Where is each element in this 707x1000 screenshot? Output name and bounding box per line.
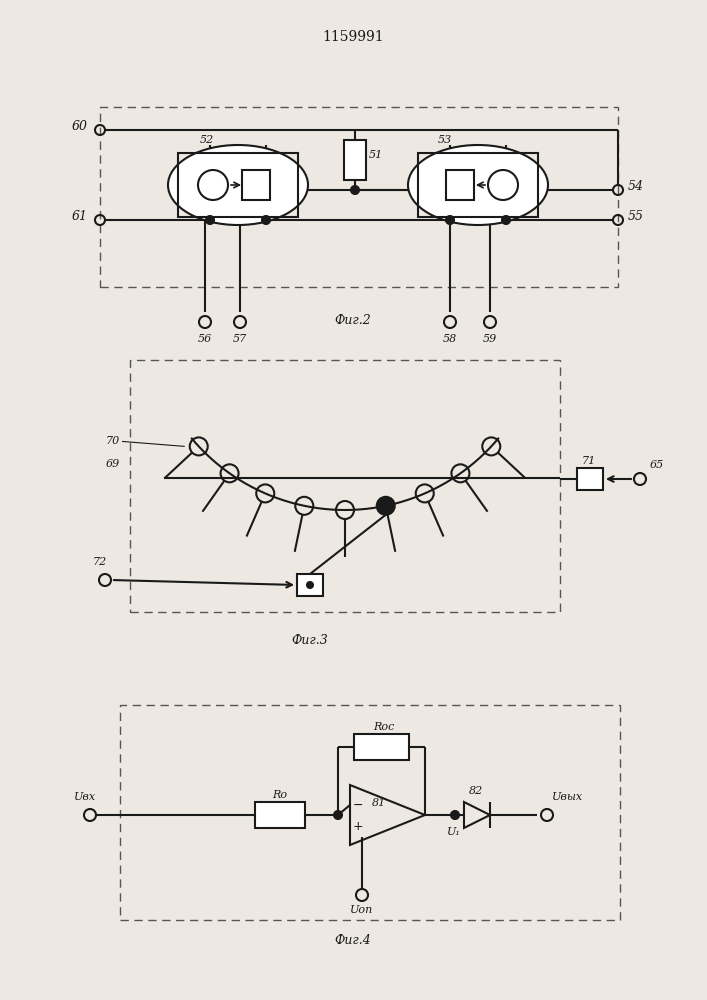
Text: 82: 82 [469,786,484,796]
Bar [255,802,305,828]
Circle shape [334,811,342,819]
Text: 65: 65 [650,460,665,470]
Text: Фиг.4: Фиг.4 [334,934,371,946]
Text: 54: 54 [628,180,644,194]
Text: Uвх: Uвх [74,792,96,802]
Text: +: + [353,820,363,834]
Bar [242,170,270,200]
Bar [446,170,474,200]
Bar [130,360,560,612]
Text: 61: 61 [72,211,88,224]
Circle shape [351,186,359,194]
Text: Uвых: Uвых [552,792,583,802]
Circle shape [262,216,270,224]
Text: 71: 71 [582,456,596,466]
Bar [178,153,298,217]
Circle shape [446,216,454,224]
Circle shape [377,497,395,515]
Bar [344,140,366,180]
Text: 59: 59 [483,334,497,344]
Circle shape [206,216,214,224]
Circle shape [307,582,313,588]
Text: Ro: Ro [272,790,287,800]
Text: 1159991: 1159991 [322,30,384,44]
Bar [577,468,603,490]
Text: Rос: Rос [373,722,395,732]
Text: 72: 72 [93,557,107,567]
Text: U₁: U₁ [447,827,461,837]
Text: 56: 56 [198,334,212,344]
Text: 53: 53 [438,135,452,145]
Ellipse shape [168,145,308,225]
Text: 57: 57 [233,334,247,344]
Text: 60: 60 [72,120,88,133]
Bar [120,705,620,920]
Text: Фиг.2: Фиг.2 [334,314,371,326]
Text: 51: 51 [369,150,383,160]
Text: 58: 58 [443,334,457,344]
Text: 70: 70 [106,436,120,446]
Bar [297,574,323,596]
Text: 69: 69 [106,459,120,469]
Text: 52: 52 [200,135,214,145]
Bar [418,153,538,217]
Text: −: − [353,798,363,812]
Circle shape [502,216,510,224]
Circle shape [451,811,459,819]
Ellipse shape [408,145,548,225]
Text: Фиг.3: Фиг.3 [291,634,328,647]
Text: 55: 55 [628,211,644,224]
Bar [100,107,618,287]
Bar [354,734,409,760]
Text: Uоп: Uоп [351,905,373,915]
Text: 81: 81 [372,798,386,808]
